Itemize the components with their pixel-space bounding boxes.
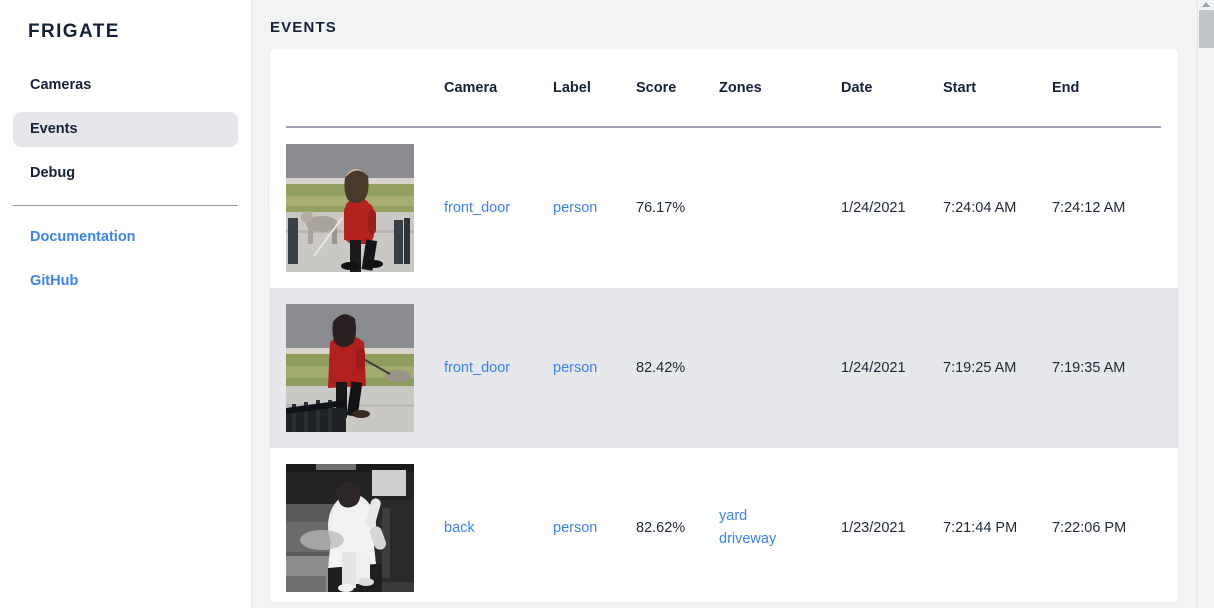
main-content: EVENTS Camera Label Score Zones Date Sta… — [251, 0, 1214, 608]
event-score-cell: 76.17% — [636, 200, 686, 216]
event-camera-link[interactable]: front_door — [444, 360, 511, 376]
event-zones-cell: yard driveway — [719, 448, 841, 602]
column-header-end: End — [1052, 79, 1080, 96]
event-zone-link[interactable]: driveway — [719, 531, 777, 547]
event-start-cell: 7:21:44 PM — [943, 520, 1018, 536]
column-header-start: Start — [943, 79, 977, 96]
event-label-link[interactable]: person — [553, 360, 598, 376]
column-header-thumbnail — [270, 49, 444, 126]
event-end-cell: 7:22:06 PM — [1052, 520, 1127, 536]
event-label-link[interactable]: person — [553, 520, 598, 536]
event-thumbnail-cell[interactable] — [270, 128, 444, 288]
event-camera-cell: front_door — [444, 128, 553, 288]
sidebar-nav: Cameras Events Debug — [0, 68, 251, 191]
sidebar: FRIGATE Cameras Events Debug Documentati… — [0, 0, 251, 608]
event-date-cell: 1/24/2021 — [841, 360, 906, 376]
event-thumbnail-night-infrared[interactable] — [286, 464, 414, 592]
column-header-zones: Zones — [719, 79, 762, 96]
page-scrollbar[interactable] — [1197, 0, 1214, 608]
event-camera-cell: front_door — [444, 288, 553, 448]
event-score-cell: 82.42% — [636, 360, 686, 376]
table-header-row: Camera Label Score Zones Date Start End — [270, 49, 1178, 126]
event-thumbnail-daylight-dogwalker-2[interactable] — [286, 304, 414, 432]
event-label-cell: person — [553, 288, 636, 448]
sidebar-item-debug[interactable]: Debug — [30, 165, 76, 181]
table-row[interactable]: front_door person 82.42% 1/24/2021 7:19:… — [270, 288, 1178, 448]
event-end-cell: 7:24:12 AM — [1052, 200, 1126, 216]
event-thumbnail-daylight-dogwalker-1[interactable] — [286, 144, 414, 272]
column-header-camera: Camera — [444, 79, 498, 96]
event-zones-cell — [719, 128, 841, 288]
event-date-cell: 1/23/2021 — [841, 520, 906, 536]
event-zones-cell — [719, 288, 841, 448]
event-date-cell: 1/24/2021 — [841, 200, 906, 216]
sidebar-link-github[interactable]: GitHub — [30, 273, 79, 289]
event-thumbnail-cell[interactable] — [270, 448, 444, 602]
event-label-cell: person — [553, 448, 636, 602]
sidebar-divider — [13, 205, 238, 206]
event-start-cell: 7:19:25 AM — [943, 360, 1017, 376]
sidebar-item-events[interactable]: Events — [13, 112, 238, 147]
events-table-body: front_door person 76.17% 1/24/2021 7:24:… — [270, 128, 1178, 602]
page-title: EVENTS — [270, 19, 337, 36]
table-row[interactable]: front_door person 76.17% 1/24/2021 7:24:… — [270, 128, 1178, 288]
event-camera-cell: back — [444, 448, 553, 602]
events-card: Camera Label Score Zones Date Start End — [270, 49, 1178, 602]
event-thumbnail-cell[interactable] — [270, 288, 444, 448]
brand-title: FRIGATE — [28, 21, 120, 42]
events-table-head: Camera Label Score Zones Date Start End — [270, 49, 1178, 128]
column-header-label: Label — [553, 79, 591, 96]
scrollbar-thumb[interactable] — [1199, 10, 1214, 48]
column-header-date: Date — [841, 79, 873, 96]
event-zone-link[interactable]: yard — [719, 508, 748, 524]
event-label-link[interactable]: person — [553, 200, 598, 216]
event-end-cell: 7:19:35 AM — [1052, 360, 1126, 376]
events-table: Camera Label Score Zones Date Start End — [270, 49, 1178, 602]
column-header-score: Score — [636, 79, 677, 96]
event-camera-link[interactable]: front_door — [444, 200, 511, 216]
sidebar-link-documentation[interactable]: Documentation — [30, 229, 136, 245]
event-start-cell: 7:24:04 AM — [943, 200, 1017, 216]
event-camera-link[interactable]: back — [444, 520, 475, 536]
sidebar-item-cameras[interactable]: Cameras — [30, 77, 92, 93]
sidebar-external-links: Documentation GitHub — [0, 220, 251, 299]
table-header-rule — [270, 126, 1178, 128]
event-score-cell: 82.62% — [636, 520, 686, 536]
triangle-up-icon[interactable] — [1202, 2, 1210, 7]
event-label-cell: person — [553, 128, 636, 288]
table-row[interactable]: back person 82.62% yard driveway 1/23/20… — [270, 448, 1178, 602]
